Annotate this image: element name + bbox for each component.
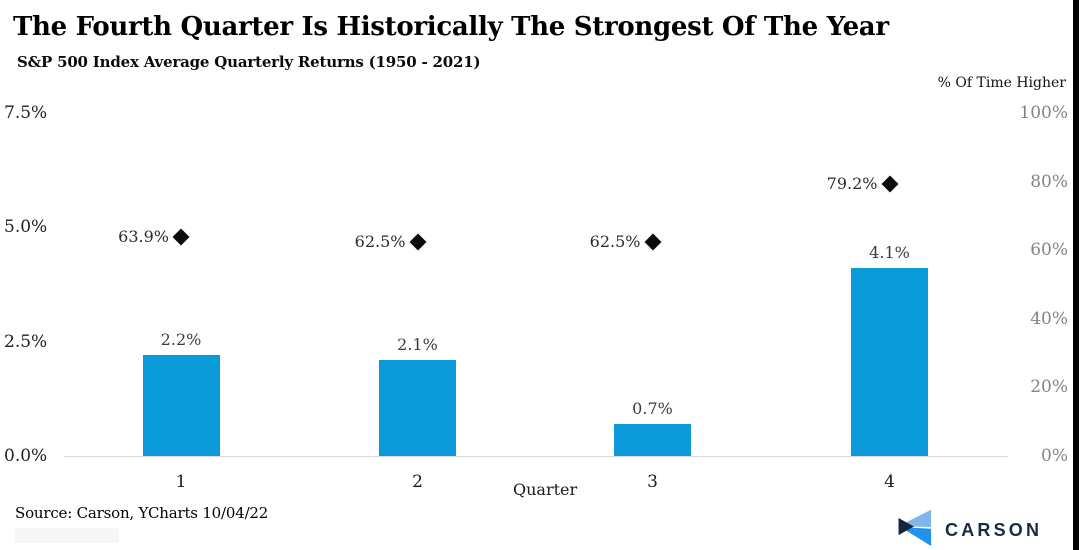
chart-title: The Fourth Quarter Is Historically The S… xyxy=(13,12,889,42)
carson-logo-text: CARSON xyxy=(945,520,1043,540)
bar-value-label: 0.7% xyxy=(632,398,673,418)
left-axis-tick: 7.5% xyxy=(4,103,48,123)
bar-quarter-1 xyxy=(142,355,220,456)
pct-time-higher-label: 62.5% xyxy=(589,231,641,251)
left-axis-tick: 2.5% xyxy=(4,331,48,352)
left-axis-tick: 0.0% xyxy=(4,446,48,466)
source-note: Source: Carson, YCharts 10/04/22 xyxy=(15,504,269,522)
bar-value-label: 2.1% xyxy=(397,334,438,354)
right-axis-tick: 100% xyxy=(1019,103,1068,123)
watermark-box xyxy=(15,528,119,543)
right-axis-tick: 80% xyxy=(1030,171,1068,192)
right-axis-tick: 40% xyxy=(1030,308,1068,329)
x-axis-category-label: 3 xyxy=(647,472,658,492)
x-axis-category-label: 2 xyxy=(412,472,423,492)
bar-quarter-2 xyxy=(379,359,456,456)
screen-edge-artifact xyxy=(1073,0,1079,550)
pct-time-higher-marker xyxy=(881,175,898,193)
pct-time-higher-label: 63.9% xyxy=(118,226,169,246)
bar-quarter-3 xyxy=(614,423,691,456)
bar-quarter-4 xyxy=(851,268,928,456)
bar-value-label: 2.2% xyxy=(160,330,202,350)
chart-subtitle: S&P 500 Index Average Quarterly Returns … xyxy=(17,53,481,71)
x-axis-title: Quarter xyxy=(513,480,578,499)
pct-time-higher-marker xyxy=(644,233,661,251)
carson-logo-icon xyxy=(898,509,932,546)
right-axis-title: % Of Time Higher xyxy=(937,75,1066,91)
right-axis-tick: 20% xyxy=(1030,377,1068,398)
bar-value-label: 4.1% xyxy=(869,243,910,263)
left-axis-tick: 5.0% xyxy=(4,217,48,238)
carson-logo: CARSON xyxy=(893,506,1068,548)
pct-time-higher-label: 79.2% xyxy=(826,174,878,194)
right-axis-tick: 60% xyxy=(1030,240,1068,261)
pct-time-higher-marker xyxy=(409,233,426,251)
x-axis-category-label: 1 xyxy=(175,472,187,492)
pct-time-higher-label: 62.5% xyxy=(354,231,406,251)
pct-time-higher-marker xyxy=(172,228,190,246)
x-axis-category-label: 4 xyxy=(884,472,895,492)
right-axis-tick: 0% xyxy=(1041,446,1068,466)
x-axis-line xyxy=(64,456,1008,457)
